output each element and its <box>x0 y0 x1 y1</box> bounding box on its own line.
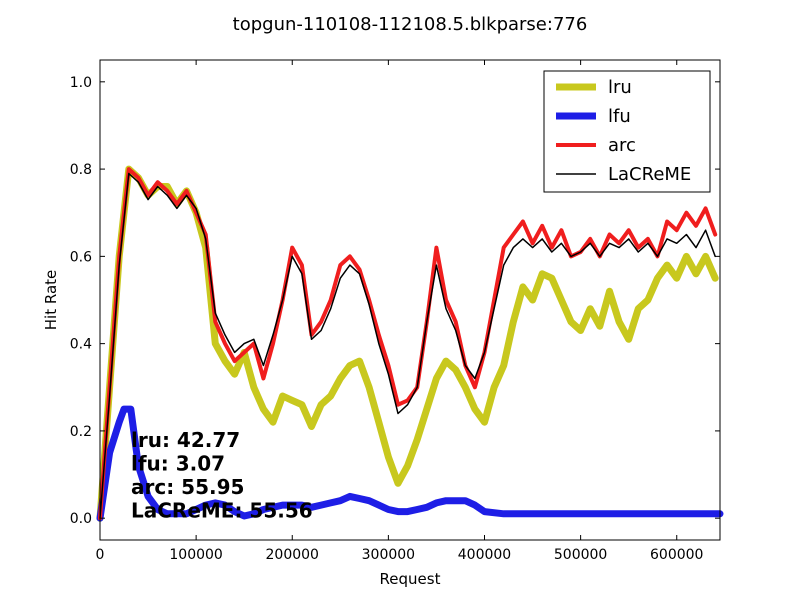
series-line-lfu <box>96 405 724 522</box>
plot-frame <box>99 59 721 541</box>
legend: lru lfu arc LaCReME <box>543 70 711 193</box>
y-axis-label: Hit Rate <box>42 270 60 331</box>
legend-label-arc: arc <box>608 135 636 156</box>
x-tick-label: 200000 <box>266 547 319 563</box>
legend-label-lacreme: LaCReME <box>608 164 691 185</box>
legend-label-lfu: lfu <box>608 106 631 127</box>
legend-box <box>543 70 711 193</box>
y-tick-label: 0.8 <box>70 162 92 178</box>
x-axis-ticks: 0 100000 200000 300000 400000 500000 600000 <box>96 60 703 563</box>
series-line-lacreme <box>99 172 716 519</box>
x-tick-label: 500000 <box>554 547 607 563</box>
plot-lines <box>96 165 724 522</box>
y-tick-label: 0.6 <box>70 249 92 265</box>
score-annotation: lfu: 3.07 <box>131 452 225 476</box>
x-tick-label: 600000 <box>650 547 703 563</box>
y-axis-ticks: 0.0 0.2 0.4 0.6 0.8 1.0 <box>70 75 720 527</box>
x-tick-label: 0 <box>96 547 105 563</box>
score-annotation: lru: 42.77 <box>131 428 240 452</box>
y-tick-label: 1.0 <box>70 75 92 91</box>
series-line-lru <box>96 165 719 522</box>
y-tick-label: 0.2 <box>70 424 92 440</box>
chart-title: topgun-110108-112108.5.blkparse:776 <box>233 14 588 35</box>
y-tick-label: 0.0 <box>70 511 92 527</box>
x-tick-label: 300000 <box>362 547 415 563</box>
x-axis-label: Request <box>380 570 441 588</box>
legend-label-lru: lru <box>608 77 632 98</box>
x-tick-label: 100000 <box>169 547 222 563</box>
score-annotation: LaCReME: 55.56 <box>131 499 313 523</box>
score-annotation: arc: 55.95 <box>131 475 244 499</box>
y-tick-label: 0.4 <box>70 337 92 353</box>
x-tick-label: 400000 <box>458 547 511 563</box>
